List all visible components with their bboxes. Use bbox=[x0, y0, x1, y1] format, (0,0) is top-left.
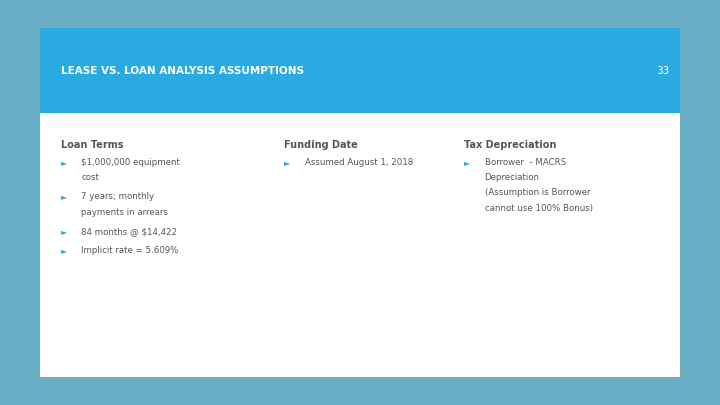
Text: 33: 33 bbox=[657, 66, 670, 76]
Text: 84 months @ $14,422: 84 months @ $14,422 bbox=[81, 227, 178, 236]
Text: 7 years; monthly: 7 years; monthly bbox=[81, 192, 155, 201]
Text: payments in arrears: payments in arrears bbox=[81, 208, 168, 217]
Text: Implicit rate = 5.609%: Implicit rate = 5.609% bbox=[81, 246, 179, 255]
Text: cost: cost bbox=[81, 173, 99, 182]
Text: Assumed August 1, 2018: Assumed August 1, 2018 bbox=[305, 158, 413, 166]
Bar bbox=[40, 28, 680, 113]
Text: Tax Depreciation: Tax Depreciation bbox=[464, 140, 557, 150]
Text: ►: ► bbox=[464, 158, 471, 166]
Text: ►: ► bbox=[61, 192, 68, 201]
Text: cannot use 100% Bonus): cannot use 100% Bonus) bbox=[485, 204, 593, 213]
Text: Borrower  - MACRS: Borrower - MACRS bbox=[485, 158, 566, 166]
Text: ►: ► bbox=[284, 158, 291, 166]
Text: Depreciation: Depreciation bbox=[485, 173, 539, 182]
Text: LEASE VS. LOAN ANALYSIS ASSUMPTIONS: LEASE VS. LOAN ANALYSIS ASSUMPTIONS bbox=[61, 66, 304, 76]
Text: Funding Date: Funding Date bbox=[284, 140, 358, 150]
Text: $1,000,000 equipment: $1,000,000 equipment bbox=[81, 158, 180, 166]
Text: ►: ► bbox=[61, 227, 68, 236]
Text: Loan Terms: Loan Terms bbox=[61, 140, 124, 150]
Bar bbox=[40, 28, 680, 377]
Text: ►: ► bbox=[61, 158, 68, 166]
Text: ►: ► bbox=[61, 246, 68, 255]
Text: (Assumption is Borrower: (Assumption is Borrower bbox=[485, 188, 590, 197]
